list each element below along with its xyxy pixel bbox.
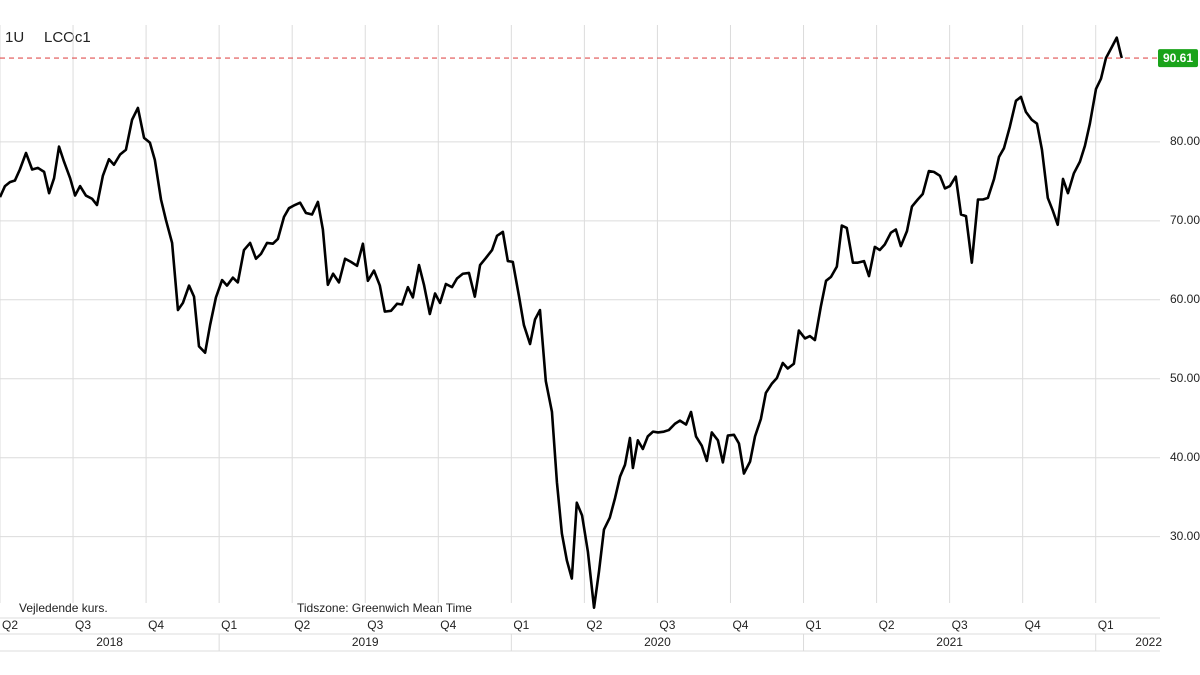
x-tick-label: Q1: [1098, 618, 1114, 632]
y-tick-label: 60.00: [1170, 292, 1200, 306]
x-tick-label: Q2: [586, 618, 602, 632]
x-tick-label: Q3: [952, 618, 968, 632]
x-tick-label: Q4: [732, 618, 748, 632]
x-tick-label: Q4: [148, 618, 164, 632]
x-tick-label: Q3: [367, 618, 383, 632]
y-tick-label: 40.00: [1170, 450, 1200, 464]
year-label: 2018: [96, 635, 123, 649]
x-tick-label: Q3: [659, 618, 675, 632]
last-price-tag: [1158, 49, 1198, 68]
year-label: 2020: [644, 635, 671, 649]
x-tick-label: Q3: [75, 618, 91, 632]
x-tick-label: Q1: [806, 618, 822, 632]
x-tick-label: Q4: [440, 618, 456, 632]
footnote: Vejledende kurs.: [19, 601, 108, 615]
y-tick-label: 70.00: [1170, 213, 1200, 227]
instrument-label: LCOc1: [44, 29, 91, 46]
x-tick-label: Q1: [221, 618, 237, 632]
y-tick-label: 30.00: [1170, 529, 1200, 543]
year-label: 2022: [1135, 635, 1162, 649]
y-tick-label: 50.00: [1170, 371, 1200, 385]
last-price-label: 90.61: [1163, 51, 1193, 65]
price-line: [0, 36, 1123, 610]
interval-label: 1U: [5, 29, 24, 46]
x-tick-label: Q1: [513, 618, 529, 632]
year-label: 2021: [936, 635, 963, 649]
x-tick-label: Q2: [879, 618, 895, 632]
year-label: 2019: [352, 635, 379, 649]
x-tick-label: Q2: [2, 618, 18, 632]
x-tick-label: Q2: [294, 618, 310, 632]
x-tick-label: Q4: [1025, 618, 1041, 632]
y-tick-label: 80.00: [1170, 134, 1200, 148]
timezone-note: Tidszone: Greenwich Mean Time: [297, 601, 472, 615]
